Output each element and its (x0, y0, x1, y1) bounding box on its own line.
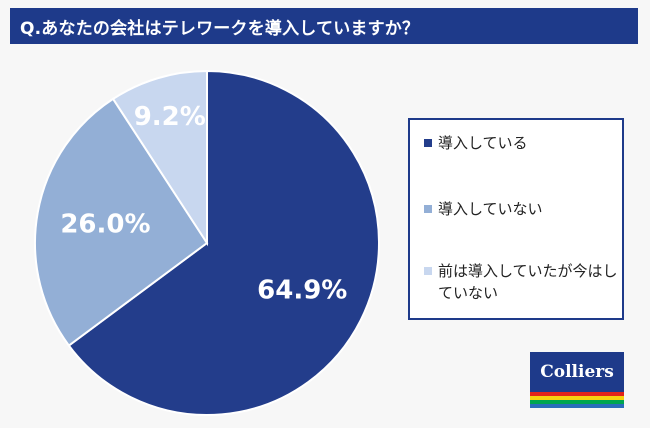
pie-slice-not-adopted (34, 97, 209, 347)
logo-text: Colliers (540, 362, 614, 382)
legend-label-formerly-adopted: 前は導入していたが今はしていない (438, 262, 618, 302)
legend-swatch-adopted (424, 139, 432, 147)
logo-stripe-red (530, 392, 624, 396)
chart-title: Q.あなたの会社はテレワークを導入していますか？ (20, 18, 420, 39)
legend-item-formerly-adopted: 前は導入していたが今はしていない (424, 260, 618, 304)
pie-slice-formerly-adopted (111, 69, 208, 247)
legend-swatch-formerly-adopted (424, 267, 432, 275)
legend: 導入している 導入していない 前は導入していたが今はしていない (408, 118, 624, 320)
legend-item-not-adopted: 導入していない (424, 198, 618, 220)
logo-stripe-blue (530, 404, 624, 408)
title-bar: Q.あなたの会社はテレワークを導入していますか？ (10, 8, 638, 44)
legend-swatch-not-adopted (424, 205, 432, 213)
pie-slice-adopted (67, 69, 380, 416)
data-label-not-adopted: 26.0% (60, 209, 150, 239)
data-label-adopted: 64.9% (257, 275, 347, 305)
logo-box: Colliers (530, 352, 624, 392)
logo-stripes (530, 392, 624, 408)
logo-stripe-yellow (530, 396, 624, 400)
logo-stripe-green (530, 400, 624, 404)
data-label-formerly-adopted: 9.2% (134, 102, 206, 132)
colliers-logo: Colliers (530, 352, 624, 408)
legend-item-adopted: 導入している (424, 132, 618, 154)
legend-label-adopted: 導入している (438, 134, 528, 152)
legend-label-not-adopted: 導入していない (438, 200, 543, 218)
